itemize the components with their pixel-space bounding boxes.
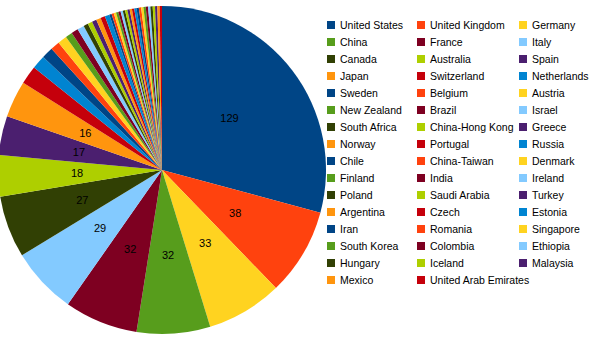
svg-text:Malaysia: Malaysia xyxy=(532,257,574,269)
svg-text:United Kingdom: United Kingdom xyxy=(430,19,505,31)
svg-text:Turkey: Turkey xyxy=(532,189,564,201)
svg-text:Saudi Arabia: Saudi Arabia xyxy=(430,189,490,201)
svg-text:Switzerland: Switzerland xyxy=(430,70,484,82)
svg-text:Denmark: Denmark xyxy=(532,155,575,167)
svg-text:South Africa: South Africa xyxy=(340,121,397,133)
svg-text:Brazil: Brazil xyxy=(430,104,456,116)
svg-text:Estonia: Estonia xyxy=(532,206,567,218)
svg-text:France: France xyxy=(430,36,463,48)
svg-text:Ireland: Ireland xyxy=(532,172,564,184)
svg-text:Norway: Norway xyxy=(340,138,376,150)
svg-text:Iran: Iran xyxy=(340,223,358,235)
svg-text:Russia: Russia xyxy=(532,138,564,150)
svg-text:32: 32 xyxy=(162,249,174,261)
svg-text:Ethiopia: Ethiopia xyxy=(532,240,570,252)
svg-text:38: 38 xyxy=(229,207,241,219)
svg-text:Greece: Greece xyxy=(532,121,567,133)
svg-text:Czech: Czech xyxy=(430,206,460,218)
svg-text:Romania: Romania xyxy=(430,223,472,235)
svg-text:Germany: Germany xyxy=(532,19,576,31)
svg-text:18: 18 xyxy=(71,167,83,179)
svg-text:Austria: Austria xyxy=(532,87,565,99)
svg-text:Canada: Canada xyxy=(340,53,377,65)
svg-text:29: 29 xyxy=(94,222,106,234)
svg-text:16: 16 xyxy=(79,127,91,139)
svg-text:China-Taiwan: China-Taiwan xyxy=(430,155,494,167)
svg-text:Israel: Israel xyxy=(532,104,558,116)
svg-text:Finland: Finland xyxy=(340,172,375,184)
svg-text:129: 129 xyxy=(220,112,238,124)
svg-text:32: 32 xyxy=(124,243,136,255)
svg-text:New Zealand: New Zealand xyxy=(340,104,402,116)
svg-text:United Arab Emirates: United Arab Emirates xyxy=(430,274,529,286)
svg-text:China-Hong Kong: China-Hong Kong xyxy=(430,121,514,133)
svg-text:Argentina: Argentina xyxy=(340,206,385,218)
svg-text:India: India xyxy=(430,172,453,184)
svg-text:17: 17 xyxy=(73,146,85,158)
svg-text:Sweden: Sweden xyxy=(340,87,378,99)
svg-text:Singapore: Singapore xyxy=(532,223,580,235)
svg-text:Iceland: Iceland xyxy=(430,257,464,269)
svg-text:Spain: Spain xyxy=(532,53,559,65)
svg-text:Netherlands: Netherlands xyxy=(532,70,589,82)
svg-text:South Korea: South Korea xyxy=(340,240,399,252)
svg-text:Mexico: Mexico xyxy=(340,274,373,286)
svg-text:Poland: Poland xyxy=(340,189,373,201)
svg-text:China: China xyxy=(340,36,368,48)
svg-text:33: 33 xyxy=(199,237,211,249)
svg-text:Italy: Italy xyxy=(532,36,552,48)
svg-text:Belgium: Belgium xyxy=(430,87,468,99)
svg-text:27: 27 xyxy=(76,194,88,206)
svg-text:Australia: Australia xyxy=(430,53,471,65)
svg-text:United States: United States xyxy=(340,19,403,31)
svg-text:Chile: Chile xyxy=(340,155,364,167)
svg-text:Colombia: Colombia xyxy=(430,240,475,252)
svg-text:Hungary: Hungary xyxy=(340,257,380,269)
svg-text:Portugal: Portugal xyxy=(430,138,469,150)
svg-text:Japan: Japan xyxy=(340,70,369,82)
